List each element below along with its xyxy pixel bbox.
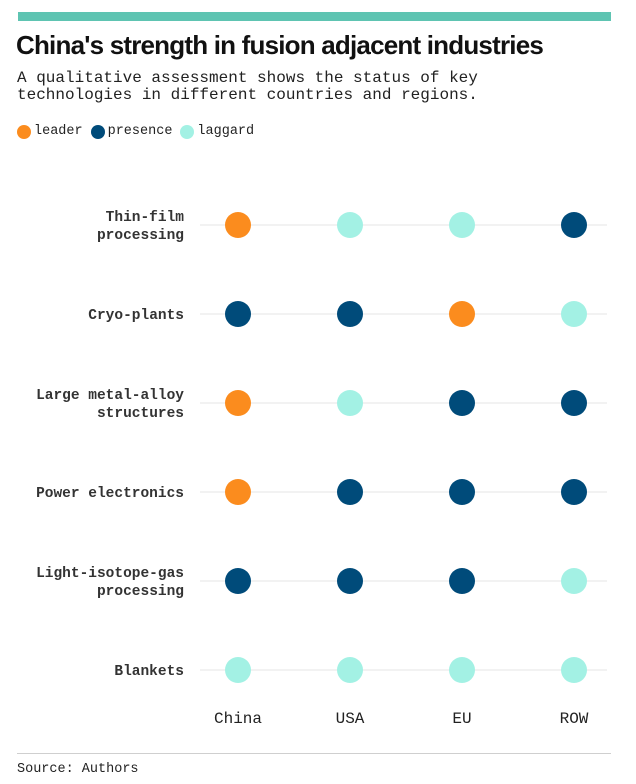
status-dot-laggard: [449, 212, 475, 238]
top-accent-bar: [18, 12, 611, 21]
status-dot-laggard: [561, 301, 587, 327]
status-dot-leader: [225, 390, 251, 416]
status-dot-presence: [561, 390, 587, 416]
row-label: Large metal-alloy structures: [36, 388, 184, 422]
status-dot-leader: [225, 212, 251, 238]
presence-dot-icon: [90, 124, 105, 139]
status-dot-presence: [449, 479, 475, 505]
status-dot-presence: [225, 301, 251, 327]
footer-divider: [17, 753, 611, 754]
column-label: China: [214, 710, 262, 728]
source-note: Source: Authors: [17, 762, 139, 777]
status-dot-laggard: [225, 657, 251, 683]
subtitle-line: A qualitative assessment shows the statu…: [17, 69, 478, 87]
status-dot-laggard: [561, 568, 587, 594]
laggard-dot-icon: [180, 124, 195, 139]
legend-label: laggard: [197, 124, 255, 139]
legend-item-presence: presence: [90, 124, 173, 139]
status-dot-presence: [561, 479, 587, 505]
legend: leader presence laggard: [17, 124, 262, 139]
status-dot-laggard: [337, 657, 363, 683]
status-dot-presence: [225, 568, 251, 594]
column-label: ROW: [560, 710, 589, 728]
status-dot-laggard: [337, 212, 363, 238]
status-dot-laggard: [561, 657, 587, 683]
status-dot-laggard: [449, 657, 475, 683]
legend-item-leader: leader: [17, 124, 83, 139]
column-label: EU: [452, 710, 471, 728]
row-label: Cryo-plants: [88, 308, 184, 324]
subtitle-line: technologies in different countries and …: [17, 86, 478, 104]
legend-label: leader: [34, 124, 83, 139]
status-dot-laggard: [337, 390, 363, 416]
status-dot-presence: [337, 301, 363, 327]
legend-label: presence: [107, 124, 173, 139]
chart-subtitle: A qualitative assessment shows the statu…: [17, 70, 617, 104]
status-dot-leader: [225, 479, 251, 505]
status-dot-leader: [449, 301, 475, 327]
status-dot-presence: [449, 568, 475, 594]
status-dot-presence: [337, 568, 363, 594]
status-dot-presence: [337, 479, 363, 505]
legend-item-laggard: laggard: [180, 124, 254, 139]
row-label: Light-isotope-gas processing: [36, 566, 184, 600]
row-label: Power electronics: [36, 486, 184, 502]
row-label: Blankets: [114, 664, 184, 680]
status-dot-presence: [449, 390, 475, 416]
column-label: USA: [336, 710, 365, 728]
chart-title: China's strength in fusion adjacent indu…: [16, 30, 544, 60]
status-dot-presence: [561, 212, 587, 238]
leader-dot-icon: [17, 124, 31, 139]
row-label: Thin-film processing: [97, 210, 184, 244]
